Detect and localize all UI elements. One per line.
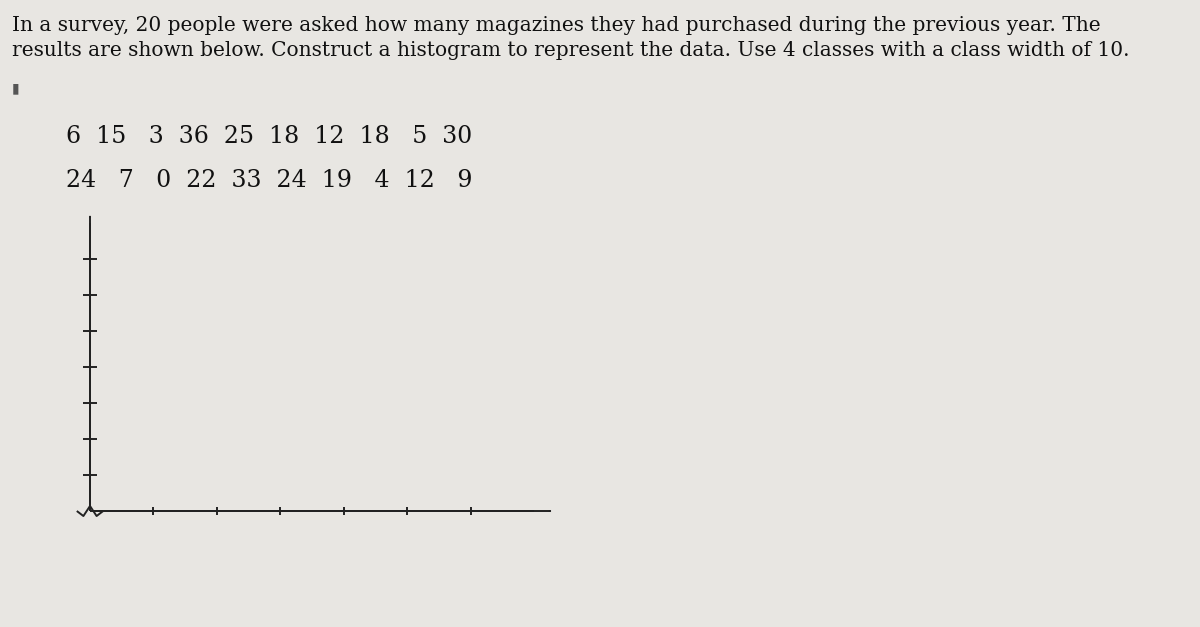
Text: In a survey, 20 people were asked how many magazines they had purchased during t: In a survey, 20 people were asked how ma…	[12, 16, 1100, 34]
Text: 6  15   3  36  25  18  12  18   5  30: 6 15 3 36 25 18 12 18 5 30	[66, 125, 473, 149]
Text: 24   7   0  22  33  24  19   4  12   9: 24 7 0 22 33 24 19 4 12 9	[66, 169, 473, 192]
Text: results are shown below. Construct a histogram to represent the data. Use 4 clas: results are shown below. Construct a his…	[12, 41, 1129, 60]
Text: ▮: ▮	[12, 82, 19, 95]
